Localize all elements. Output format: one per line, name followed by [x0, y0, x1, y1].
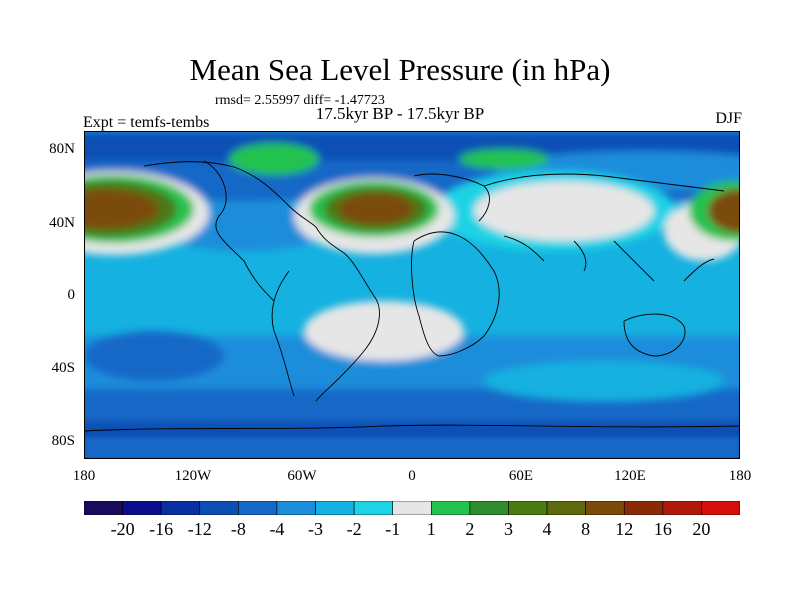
colorbar-label: -2 — [346, 519, 362, 539]
lon-label-60w: 60W — [287, 468, 317, 484]
lat-label-40n: 40N — [49, 215, 75, 231]
lon-label-180e: 180 — [728, 468, 752, 484]
lon-label-180w: 180 — [72, 468, 96, 484]
colorbar-label: 8 — [581, 519, 591, 539]
colorbar-swatch — [585, 501, 625, 515]
experiment-label: Expt = temfs-tembs — [83, 114, 210, 131]
colorbar-swatch — [160, 501, 201, 515]
colorbar-label: -4 — [269, 519, 285, 539]
lat-label-80n: 80N — [49, 141, 75, 157]
lon-label-120w: 120W — [174, 468, 212, 484]
colorbar-swatch — [392, 501, 432, 515]
colorbar-swatch — [238, 501, 278, 515]
colorbar-label: -8 — [230, 519, 246, 539]
colorbar-label: 1 — [426, 519, 436, 539]
lat-label-40s: 40S — [51, 360, 75, 376]
colorbar-label: 4 — [542, 519, 552, 539]
colorbar-label: -12 — [187, 519, 212, 539]
colorbar-swatch — [84, 501, 123, 515]
lat-label-80s: 80S — [51, 433, 75, 449]
colorbar-swatch — [430, 501, 471, 515]
colorbar-swatch — [199, 501, 239, 515]
colorbar — [84, 501, 740, 515]
colorbar-swatch — [662, 501, 702, 515]
pressure-map — [84, 131, 740, 459]
colorbar-label: -3 — [308, 519, 324, 539]
colorbar-swatch — [276, 501, 316, 515]
lat-label-0: 0 — [67, 287, 76, 303]
colorbar-swatch — [546, 501, 586, 515]
colorbar-swatch — [508, 501, 548, 515]
colorbar-label: -1 — [385, 519, 401, 539]
map-title: Mean Sea Level Pressure (in hPa) — [189, 52, 611, 87]
colorbar-label: 2 — [465, 519, 475, 539]
colorbar-label: 20 — [692, 519, 711, 539]
map-frame — [84, 131, 740, 459]
lon-label-0: 0 — [408, 468, 416, 484]
colorbar-swatch — [315, 501, 355, 515]
season-label: DJF — [715, 110, 742, 127]
colorbar-swatch — [623, 501, 664, 515]
colorbar-label: 12 — [615, 519, 634, 539]
colorbar-label: -16 — [149, 519, 174, 539]
colorbar-swatch — [469, 501, 509, 515]
lon-label-120e: 120E — [614, 468, 646, 484]
stats-text: rmsd= 2.55997 diff= -1.47723 — [215, 93, 385, 108]
colorbar-swatch — [122, 501, 162, 515]
colorbar-label: 16 — [653, 519, 672, 539]
colorbar-label: 3 — [503, 519, 513, 539]
antarctica-region — [84, 437, 740, 459]
lon-label-60e: 60E — [508, 468, 534, 484]
period-label: 17.5kyr BP - 17.5kyr BP — [315, 104, 485, 123]
colorbar-label: -20 — [110, 519, 135, 539]
colorbar-swatch — [701, 501, 740, 515]
coastlines — [84, 160, 740, 432]
colorbar-swatch — [353, 501, 394, 515]
